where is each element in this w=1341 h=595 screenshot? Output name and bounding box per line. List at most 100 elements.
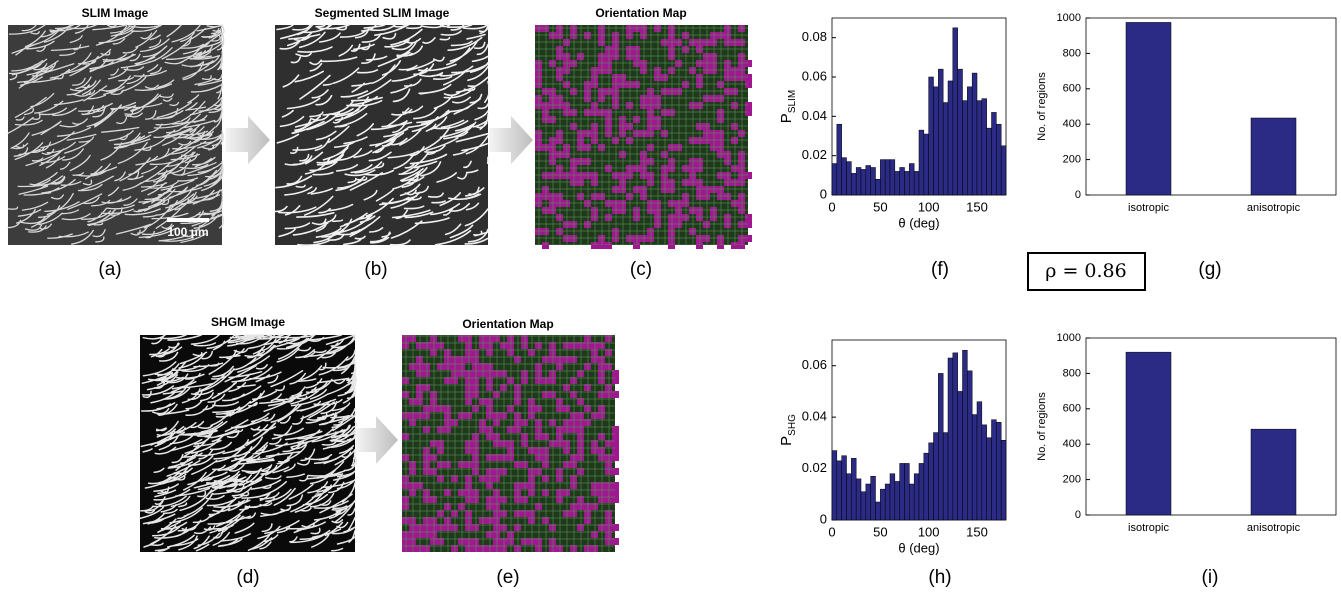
histogram-bar: [855, 478, 862, 521]
scale-bar: [167, 218, 209, 222]
cell: [612, 370, 619, 377]
bar: [1250, 428, 1297, 516]
cell: [668, 242, 675, 249]
histogram-bar: [884, 159, 891, 196]
histogram-bar: [967, 86, 973, 196]
x-tick-label: 100: [918, 199, 940, 214]
histogram-bar: [942, 432, 949, 521]
plot-area: [1085, 17, 1337, 196]
histogram-bar: [947, 357, 954, 521]
histogram-bar: [952, 27, 958, 196]
cell: [731, 242, 738, 249]
histogram-bar: [913, 473, 920, 521]
y-tick-label: 400: [1063, 118, 1081, 130]
x-tick-label: 150: [966, 199, 988, 214]
histogram-bar: [865, 165, 871, 196]
panel-title: Orientation Map: [462, 317, 553, 331]
histogram-bar: [865, 483, 871, 521]
panel-label: (a): [98, 259, 121, 280]
histogram-bar: [962, 350, 968, 521]
scale-label: 100 μm: [167, 225, 208, 239]
x-tick-label: isotropic: [1128, 522, 1169, 534]
x-axis-label: θ (deg): [898, 215, 939, 230]
cell: [745, 60, 752, 67]
histogram-bar: [971, 414, 978, 521]
panel-label: (c): [630, 259, 652, 280]
cell: [745, 109, 752, 116]
panel-title: SHGM Image: [211, 315, 285, 329]
cell: [612, 433, 619, 440]
y-axis-label: No. of regions: [1036, 392, 1048, 461]
cell: [612, 538, 619, 545]
panel-label: (d): [236, 567, 259, 588]
y-tick-label: 0: [1075, 509, 1081, 521]
cell: [745, 102, 752, 109]
cell: [591, 242, 598, 249]
y-axis-label: PSLIM: [778, 90, 798, 123]
histogram-bar: [846, 161, 852, 196]
cell: [612, 447, 619, 454]
y-tick-label: 0.06: [802, 357, 827, 372]
fibers: [274, 24, 491, 246]
cell: [612, 489, 619, 496]
histogram-bar: [976, 401, 983, 521]
cell: [745, 81, 752, 88]
x-tick-label: anisotropic: [1247, 202, 1301, 214]
images: 100 μm: [7, 24, 752, 552]
histogram-bar: [971, 72, 978, 196]
histogram-bar: [880, 488, 886, 521]
histogram-bar: [904, 171, 910, 196]
histogram-bar: [981, 424, 987, 521]
histogram-bar: [899, 167, 905, 196]
y-tick-label: 0: [820, 511, 827, 526]
histogram-bar: [846, 473, 852, 521]
cell: [745, 172, 752, 179]
histogram-bar: [947, 80, 954, 196]
histogram-bar: [913, 171, 920, 196]
histogram-bar: [991, 419, 997, 521]
histogram-bar: [909, 483, 915, 521]
histogram-bar: [851, 173, 857, 196]
bar: [1125, 351, 1172, 516]
histogram-bar: [875, 179, 881, 196]
plot-area: [1085, 337, 1337, 516]
arrow: [489, 116, 533, 164]
y-tick-label: 0: [1075, 189, 1081, 201]
y-tick-label: 0: [820, 186, 827, 201]
histogram-bar: [962, 100, 968, 196]
y-tick-label: 400: [1063, 438, 1081, 450]
cell: [633, 242, 640, 249]
correlation: ρ = 0.86: [1045, 260, 1126, 282]
y-tick-label: 800: [1063, 47, 1081, 59]
y-label-sub: SHG: [787, 414, 798, 436]
panel-label: (e): [496, 567, 519, 588]
bar: [1250, 117, 1297, 196]
histogram-bar: [841, 455, 847, 521]
y-label-sub: SLIM: [787, 90, 798, 113]
histogram-bar: [991, 112, 997, 196]
cell: [717, 242, 724, 249]
histogram-bar: [938, 68, 944, 196]
histogram-bar: [831, 450, 838, 521]
histogram-bar: [928, 76, 934, 196]
cell: [612, 440, 619, 447]
fibers: [7, 24, 225, 245]
cell: [542, 242, 549, 249]
cell: [612, 496, 619, 503]
panel-title: Orientation Map: [595, 6, 686, 20]
y-axis-label: No. of regions: [1036, 72, 1048, 141]
x-tick-label: anisotropic: [1247, 522, 1301, 534]
x-tick-label: 0: [828, 199, 835, 214]
x-tick-label: isotropic: [1128, 202, 1169, 214]
histogram-bar: [933, 432, 939, 521]
panel-label: (f): [931, 259, 949, 280]
panel-label: (g): [1198, 259, 1221, 280]
histogram-bar: [1000, 440, 1007, 521]
histogram-bar: [986, 127, 992, 196]
fibers: [139, 334, 358, 552]
cell: [745, 221, 752, 228]
cell: [612, 391, 619, 398]
cell: [745, 214, 752, 221]
panel-title: Segmented SLIM Image: [315, 6, 450, 20]
histogram-bar: [923, 133, 929, 196]
